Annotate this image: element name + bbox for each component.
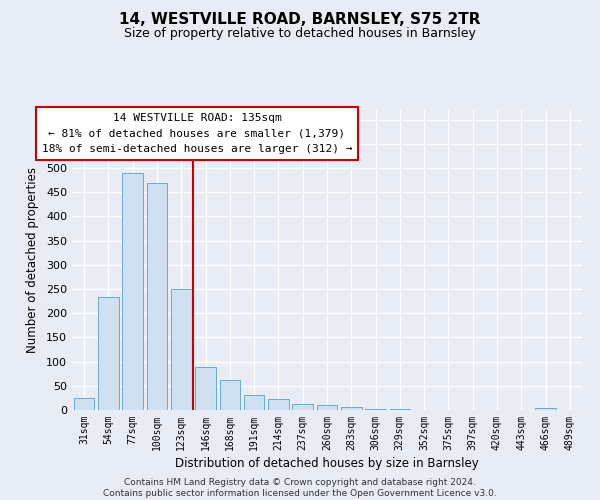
Bar — [365, 409, 386, 410]
Bar — [268, 400, 289, 410]
Bar — [220, 380, 240, 410]
Text: Contains HM Land Registry data © Crown copyright and database right 2024.
Contai: Contains HM Land Registry data © Crown c… — [103, 478, 497, 498]
Bar — [146, 182, 167, 410]
X-axis label: Distribution of detached houses by size in Barnsley: Distribution of detached houses by size … — [175, 457, 479, 470]
Bar — [244, 396, 265, 410]
Bar — [389, 409, 410, 410]
Text: Size of property relative to detached houses in Barnsley: Size of property relative to detached ho… — [124, 28, 476, 40]
Bar — [122, 173, 143, 410]
Bar — [341, 407, 362, 410]
Y-axis label: Number of detached properties: Number of detached properties — [26, 167, 39, 353]
Bar — [292, 404, 313, 410]
Bar — [74, 398, 94, 410]
Bar — [317, 405, 337, 410]
Bar — [195, 368, 216, 410]
Bar — [98, 298, 119, 410]
Bar — [171, 289, 191, 410]
Bar — [535, 408, 556, 410]
Text: 14, WESTVILLE ROAD, BARNSLEY, S75 2TR: 14, WESTVILLE ROAD, BARNSLEY, S75 2TR — [119, 12, 481, 28]
Text: 14 WESTVILLE ROAD: 135sqm
← 81% of detached houses are smaller (1,379)
18% of se: 14 WESTVILLE ROAD: 135sqm ← 81% of detac… — [41, 113, 352, 154]
